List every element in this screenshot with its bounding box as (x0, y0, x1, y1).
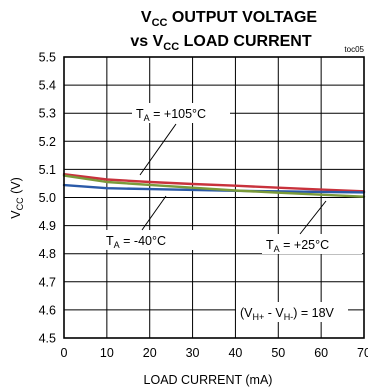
annotation-25c-bg (262, 234, 362, 254)
x-tick-labels: 0 10 20 30 40 50 60 70 (61, 346, 368, 360)
plot-frame (63, 56, 365, 339)
x-tick-label: 50 (271, 346, 285, 360)
y-tick-label: 4.8 (39, 247, 56, 261)
y-tick-label: 5.4 (39, 79, 56, 93)
y-tick-label: 4.5 (39, 332, 56, 346)
y-axis-label: VCC (V) (9, 177, 25, 218)
annotation-105c: TA = +105°C (132, 103, 230, 176)
series-group (62, 172, 366, 198)
x-tick-label: 40 (228, 346, 242, 360)
y-tick-label: 5.5 (39, 51, 56, 65)
x-tick-label: 0 (61, 346, 68, 360)
annotation-vh: (VH+ - VH-) = 18V (236, 302, 348, 322)
annotation-m40c-text: TA = -40°C (106, 234, 166, 250)
y-tick-label: 5.1 (39, 163, 56, 177)
x-tick-label: 30 (186, 346, 200, 360)
annotation-25c-leader (299, 200, 327, 235)
x-axis-label: LOAD CURRENT (mA) (144, 373, 273, 387)
chart-title-line-1: VCC OUTPUT VOLTAGE (141, 9, 318, 29)
annotation-105c-leader (139, 123, 177, 176)
x-tick-label: 70 (357, 346, 368, 360)
series-line-1 (62, 183, 366, 194)
y-tick-label: 4.7 (39, 275, 56, 289)
annotation-25c-text: TA = +25°C (266, 238, 329, 254)
annotation-m40c: TA = -40°C (102, 195, 200, 250)
y-tick-labels: 4.5 4.6 4.7 4.8 4.9 5.0 5.1 5.2 5.3 5.4 5.5 (39, 51, 56, 346)
x-tick-label: 10 (100, 346, 114, 360)
annotation-105c-text: TA = +105°C (136, 107, 206, 123)
chart-title-line-2: vs VCC LOAD CURRENT (130, 33, 311, 53)
series-line-2 (62, 174, 366, 198)
y-tick-label: 5.3 (39, 107, 56, 121)
annotation-vh-bg (236, 302, 348, 322)
y-tick-label: 4.9 (39, 219, 56, 233)
x-tick-label: 20 (143, 346, 157, 360)
y-tick-label: 5.2 (39, 135, 56, 149)
annotation-25c: TA = +25°C (262, 200, 362, 254)
annotation-m40c-bg (102, 230, 200, 250)
y-tick-label: 5.0 (39, 191, 56, 205)
x-tick-label: 60 (314, 346, 328, 360)
annotation-105c-bg (132, 103, 230, 123)
y-tick-label: 4.6 (39, 303, 56, 317)
series-line-0 (62, 172, 366, 193)
figure-code: toc05 (344, 45, 364, 54)
annotation-vh-text: (VH+ - VH-) = 18V (240, 306, 335, 322)
grid (64, 57, 364, 338)
annotation-m40c-leader (141, 195, 167, 231)
